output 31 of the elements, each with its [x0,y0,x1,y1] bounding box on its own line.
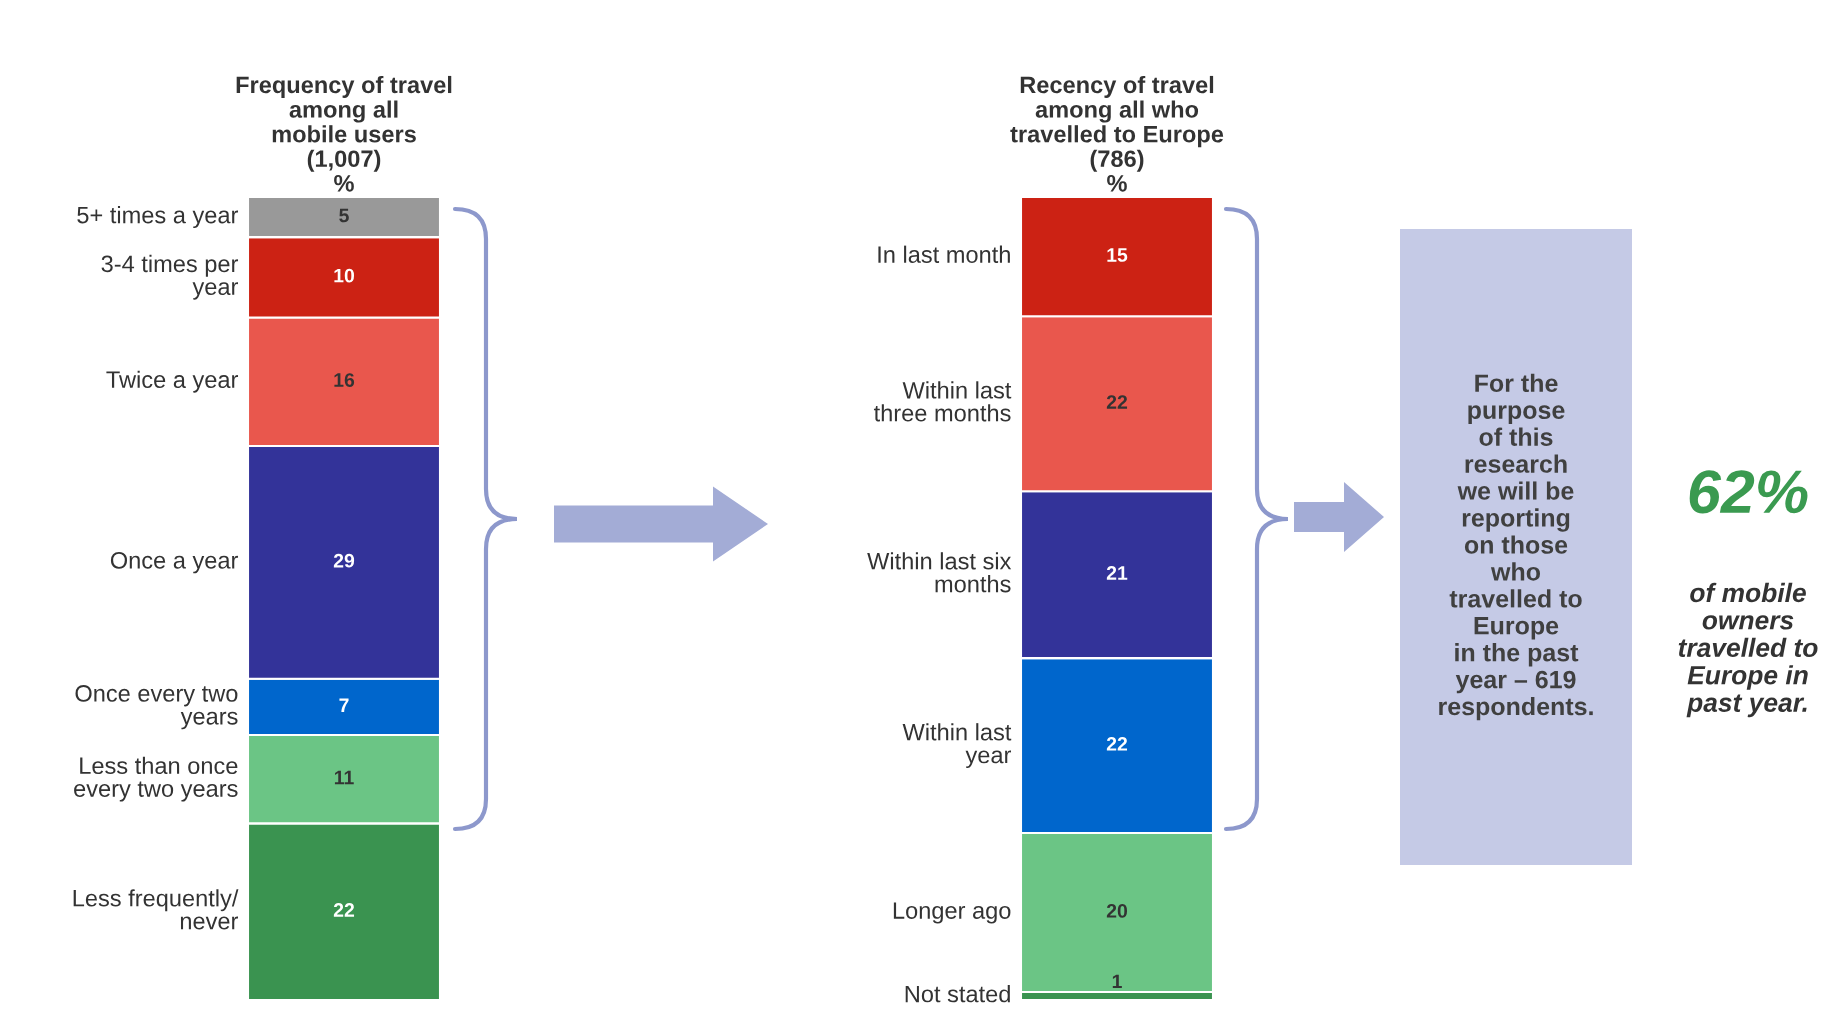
series-label: Less than once every two years [74,756,238,802]
data-label: 15 [1107,248,1128,262]
series-label: 5+ times a year [77,206,239,229]
chart-title: Recency of travel among all who travelled to Europe (786) % [1010,75,1224,192]
data-label: 7 [339,698,349,712]
data-label: 22 [333,903,355,917]
data-label: 29 [333,553,355,568]
data-label: 21 [1106,566,1128,580]
data-label: 20 [1106,904,1128,918]
data-label: 10 [334,268,355,283]
data-label: 22 [1106,737,1128,751]
series-label: Within last three months [873,381,1012,422]
series-label: Not stated [905,985,1010,1003]
series-label: 3-4 times per year [101,254,239,300]
text: 62% [1689,470,1808,514]
series-label: In last month [878,245,1010,263]
text: of mobile owners travelled to Europe in past year. [1678,582,1818,718]
data-label: 5 [339,208,349,223]
data-label: 16 [334,373,355,387]
series-label: Within last year [902,723,1012,769]
series-label: Less frequently/ never [73,889,239,930]
series-label: Within last six months [867,552,1012,593]
series-label: Once a year [110,551,239,574]
series-label: Longer ago [893,902,1011,924]
text: For the purpose of this research we will be reporting on those who travelled to Europe in the past year – 619 respondents. [1439,373,1593,721]
data-label: 1 [1112,974,1122,989]
chart-title: Frequency of travel among all mobile users (1,007) % [236,75,452,192]
series-label: Once every two years [75,685,238,730]
data-label: 22 [1106,395,1128,409]
data-label: 11 [334,770,354,785]
series-label: Twice a year [106,370,239,393]
